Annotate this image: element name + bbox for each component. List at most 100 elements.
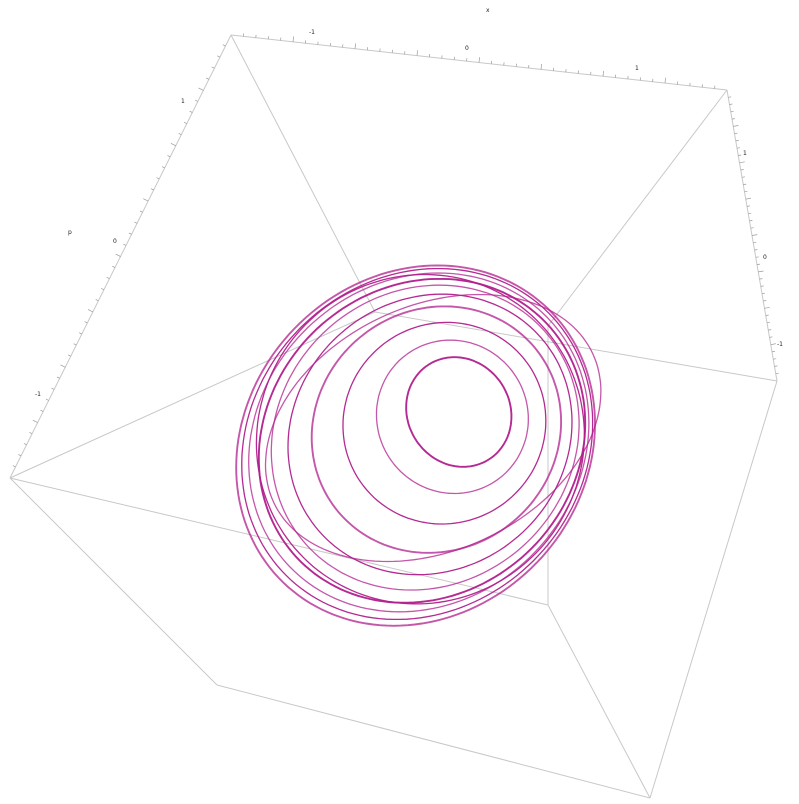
major-tick — [115, 253, 121, 257]
p-tick-label: -1 — [35, 391, 41, 398]
major-tick — [664, 77, 666, 84]
z-axis-ticks — [728, 96, 779, 375]
major-tick — [540, 63, 542, 70]
box-edge — [9, 311, 376, 479]
box-edge — [9, 477, 218, 686]
minor-tick — [123, 243, 127, 246]
major-tick — [758, 270, 764, 273]
minor-tick — [735, 140, 739, 142]
minor-tick — [139, 210, 143, 213]
minor-tick — [744, 190, 748, 193]
major-tick — [733, 125, 739, 127]
minor-tick — [728, 96, 732, 98]
minor-tick — [729, 103, 733, 105]
x-tick-label: 0 — [465, 45, 469, 52]
minor-tick — [167, 155, 171, 158]
trajectory-orbit — [255, 273, 586, 605]
minor-tick — [738, 154, 742, 156]
minor-tick — [765, 314, 769, 316]
minor-tick — [189, 110, 193, 113]
major-tick — [739, 161, 745, 164]
trajectory-series — [235, 264, 602, 627]
trajectory-orbit — [270, 284, 580, 591]
minor-tick — [741, 176, 745, 178]
trajectory-orbit — [287, 293, 573, 576]
minor-tick — [134, 221, 138, 224]
x-tick-label: -1 — [309, 29, 315, 36]
major-tick — [170, 142, 176, 147]
p-tick-label: 0 — [113, 238, 117, 245]
major-tick — [354, 43, 356, 49]
trajectory-orbit — [375, 339, 529, 495]
minor-tick — [769, 336, 773, 338]
box-edge — [547, 604, 651, 799]
box-edge — [230, 34, 376, 313]
major-tick — [745, 197, 752, 200]
minor-tick — [731, 118, 735, 120]
major-tick — [60, 364, 66, 368]
minor-tick — [112, 265, 116, 268]
minor-tick — [161, 166, 165, 169]
major-tick — [478, 57, 480, 63]
p-axis-label: p — [68, 229, 72, 236]
minor-tick — [746, 205, 750, 207]
minor-tick — [743, 183, 747, 185]
major-tick — [143, 198, 149, 202]
minor-tick — [206, 77, 210, 80]
minor-tick — [156, 177, 160, 180]
major-tick — [87, 309, 94, 313]
minor-tick — [23, 443, 27, 446]
minor-tick — [774, 365, 778, 367]
minor-tick — [740, 169, 744, 171]
trajectory-orbit — [241, 267, 594, 621]
trajectory-orbit — [257, 277, 587, 604]
minor-tick — [753, 241, 757, 244]
major-tick — [764, 306, 770, 309]
minor-tick — [755, 256, 759, 258]
minor-tick — [128, 232, 132, 235]
z-tick-label: -1 — [777, 341, 783, 348]
major-tick — [751, 234, 758, 236]
z-tick-label: 0 — [763, 254, 767, 261]
minor-tick — [211, 66, 215, 69]
minor-tick — [763, 300, 767, 302]
x-axis-ticks — [243, 33, 716, 89]
minor-tick — [195, 99, 198, 102]
x-tick-label: 1 — [635, 65, 639, 72]
major-tick — [602, 70, 604, 77]
box-edge — [547, 89, 728, 327]
box-edge — [9, 477, 549, 606]
minor-tick — [56, 376, 60, 379]
minor-tick — [750, 227, 754, 229]
trajectory-orbit — [248, 272, 590, 613]
minor-tick — [73, 343, 77, 346]
minor-tick — [761, 292, 765, 295]
minor-tick — [749, 220, 753, 222]
minor-tick — [730, 110, 734, 113]
major-tick — [292, 36, 294, 42]
minor-tick — [756, 263, 760, 265]
trajectory-orbit — [264, 293, 602, 563]
plot-box — [9, 34, 778, 799]
minor-tick — [773, 358, 777, 360]
minor-tick — [29, 431, 33, 435]
minor-tick — [45, 398, 49, 401]
minor-tick — [771, 351, 775, 353]
minor-tick — [40, 409, 44, 412]
trajectory-orbit — [405, 356, 513, 468]
minor-tick — [222, 44, 226, 47]
minor-tick — [768, 329, 772, 331]
trajectory-orbit — [235, 264, 596, 627]
p-tick-label: 1 — [181, 98, 185, 105]
p-axis-ticks — [12, 44, 226, 468]
box-edge — [649, 380, 778, 799]
box-edge — [216, 684, 651, 799]
minor-tick — [183, 121, 187, 124]
minor-tick — [67, 354, 71, 357]
minor-tick — [12, 465, 16, 468]
major-tick — [416, 50, 418, 56]
major-tick — [32, 419, 38, 423]
minor-tick — [178, 132, 182, 136]
minor-tick — [84, 321, 88, 324]
